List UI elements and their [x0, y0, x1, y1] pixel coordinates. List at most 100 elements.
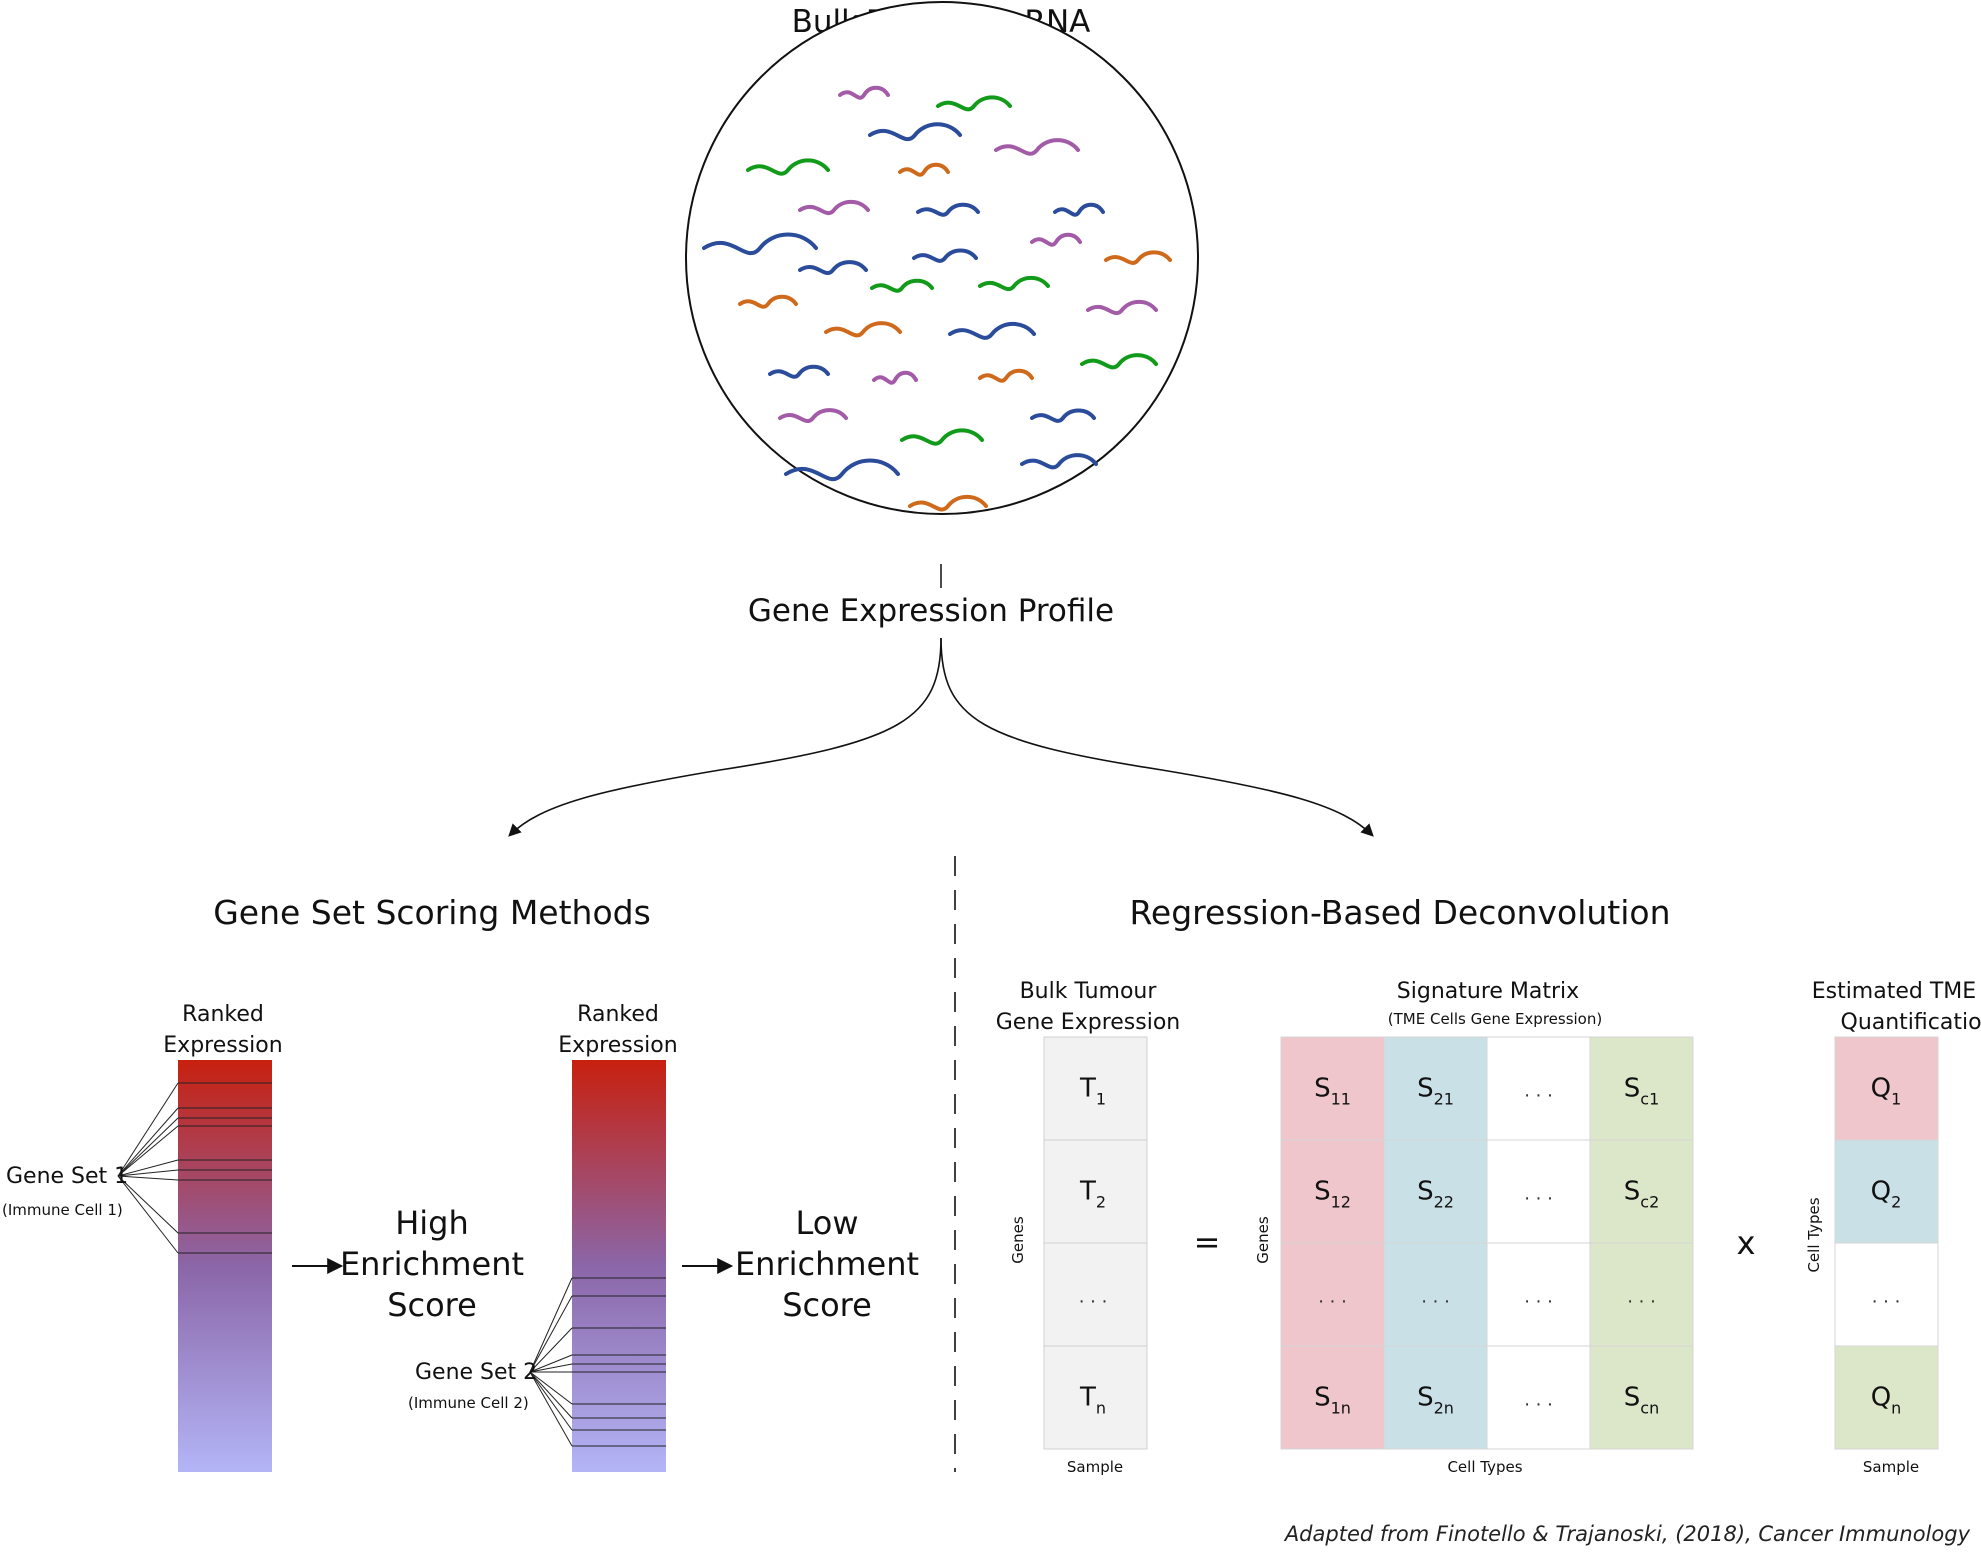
- gene-link-line: [529, 1363, 573, 1373]
- cell-types-axis-label-1: Cell Types: [1447, 1458, 1522, 1476]
- high-score-line2: Enrichment: [340, 1245, 524, 1283]
- mrna-strand: [838, 85, 890, 100]
- mrna-strand: [746, 158, 830, 176]
- bulk-vector-cell: [1043, 1139, 1148, 1244]
- signature-matrix-sublabel: (TME Cells Gene Expression): [1388, 1010, 1602, 1028]
- quantification-value: Qn: [1871, 1383, 1902, 1418]
- low-score-line3: Score: [782, 1286, 872, 1324]
- bar2-label-line2: Expression: [558, 1033, 677, 1058]
- mrna-strand: [798, 199, 870, 216]
- gene-link-line: [117, 1175, 179, 1234]
- signature-matrix: S11 S21 . . . Sc1 S12 S22 . . . Sc2 . . . . . . . …: [1280, 1036, 1694, 1450]
- quantification-cell: [1834, 1242, 1939, 1347]
- gene-set-1-sublabel: (Immune Cell 1): [2, 1201, 123, 1219]
- mrna-strand: [1030, 408, 1096, 423]
- arrow-to-deconvolution: [940, 637, 1374, 837]
- signature-value: Scn: [1624, 1383, 1659, 1418]
- bulk-label-line1: Bulk Tumour: [1020, 979, 1158, 1004]
- genes-axis-label-1: Genes: [1009, 1216, 1027, 1264]
- mrna-strand: [898, 162, 950, 177]
- quantification-cell: [1834, 1139, 1939, 1244]
- sample-axis-label-1: Sample: [1067, 1458, 1123, 1476]
- mrna-strand: [824, 321, 902, 338]
- mrna-strand: [978, 275, 1050, 292]
- low-score-line1: Low: [795, 1204, 858, 1242]
- mrna-strand: [702, 232, 818, 256]
- mrna-strand: [1104, 250, 1172, 265]
- signature-value: . . .: [1524, 1081, 1553, 1102]
- high-score-line1: High: [395, 1204, 469, 1242]
- gene-set-scoring-title: Gene Set Scoring Methods: [213, 893, 651, 932]
- gene-link-line: [529, 1371, 573, 1447]
- bulk-label-line2: Gene Expression: [996, 1010, 1180, 1035]
- bulk-vector-value: T1: [1079, 1074, 1106, 1109]
- gene-link-line: [117, 1082, 179, 1177]
- mrna-strand: [798, 260, 868, 275]
- signature-value: Sc2: [1624, 1177, 1660, 1212]
- estimated-quantification-vector: Q1 Q2 . . . Qn: [1834, 1036, 1939, 1450]
- mrna-strand: [872, 370, 918, 385]
- mrna-strand: [1053, 202, 1105, 217]
- credit-text: Adapted from Finotello & Trajanoski, (20…: [1283, 1522, 1971, 1546]
- mrna-strand: [768, 364, 830, 379]
- ranked-expression-bar-1: [178, 1060, 272, 1472]
- bar2-label-line1: Ranked: [577, 1002, 659, 1027]
- bulk-vector-value: T2: [1079, 1177, 1106, 1212]
- bulk-expression-vector: T1 T2 . . . Tn: [1043, 1036, 1148, 1450]
- signature-value: . . .: [1627, 1287, 1656, 1308]
- signature-matrix-label: Signature Matrix: [1397, 979, 1579, 1004]
- bar1-label-line2: Expression: [163, 1033, 282, 1058]
- signature-value: . . .: [1524, 1287, 1553, 1308]
- mrna-strand: [912, 248, 978, 263]
- gene-set-1-lines: [117, 1082, 272, 1254]
- signature-value: S11: [1314, 1074, 1351, 1109]
- bulk-mrna-circle: [685, 1, 1199, 515]
- signature-value: S12: [1314, 1177, 1351, 1212]
- mrna-strand: [1020, 453, 1098, 470]
- mrna-strand: [908, 494, 988, 512]
- gene-set-1-label: Gene Set 1: [6, 1164, 128, 1189]
- gene-set-2-label: Gene Set 2: [415, 1360, 537, 1385]
- signature-cell: [1589, 1345, 1694, 1450]
- signature-value: S2n: [1417, 1383, 1454, 1418]
- signature-value: . . .: [1318, 1287, 1347, 1308]
- gene-link-line: [117, 1169, 179, 1177]
- signature-value: S22: [1417, 1177, 1454, 1212]
- gene-link-line: [529, 1371, 573, 1405]
- quantification-cell: [1834, 1345, 1939, 1450]
- mrna-strand: [948, 321, 1036, 340]
- bulk-vector-value: Tn: [1079, 1383, 1106, 1418]
- genes-axis-label-2: Genes: [1254, 1216, 1272, 1264]
- mrna-strand: [870, 278, 934, 293]
- mrna-strand: [1086, 299, 1158, 316]
- mrna-strand: [978, 368, 1034, 383]
- signature-value: S1n: [1314, 1383, 1351, 1418]
- gene-link-line: [529, 1295, 573, 1373]
- gene-link-line: [529, 1327, 573, 1373]
- quantification-cell: [1834, 1036, 1939, 1141]
- gene-link-line: [117, 1117, 179, 1177]
- bulk-vector-value: . . .: [1079, 1287, 1108, 1308]
- signature-value: Sc1: [1624, 1074, 1660, 1109]
- deconvolution-title: Regression-Based Deconvolution: [1129, 893, 1670, 932]
- ranked-expression-bar-2: [572, 1060, 666, 1472]
- estimated-label-line1: Estimated TME Cell: [1812, 979, 1981, 1004]
- quantification-value: Q1: [1871, 1074, 1902, 1109]
- signature-value: . . .: [1421, 1287, 1450, 1308]
- mrna-strand: [778, 408, 848, 423]
- signature-value: S21: [1417, 1074, 1454, 1109]
- quantification-value: . . .: [1872, 1287, 1901, 1308]
- bulk-vector-cell: [1043, 1345, 1148, 1450]
- gene-set-2-sublabel: (Immune Cell 2): [408, 1394, 529, 1412]
- quantification-value: Q2: [1871, 1177, 1902, 1212]
- gene-link-line: [529, 1354, 573, 1373]
- gene-link-line: [529, 1371, 573, 1431]
- mrna-strand: [868, 122, 962, 142]
- gene-set-2-lines: [529, 1277, 666, 1447]
- high-score-line3: Score: [387, 1286, 477, 1324]
- estimated-label-line2: Quantification: [1841, 1010, 1981, 1035]
- gene-link-line: [117, 1125, 179, 1177]
- signature-value: . . .: [1524, 1390, 1553, 1411]
- mrna-strand: [1080, 353, 1158, 370]
